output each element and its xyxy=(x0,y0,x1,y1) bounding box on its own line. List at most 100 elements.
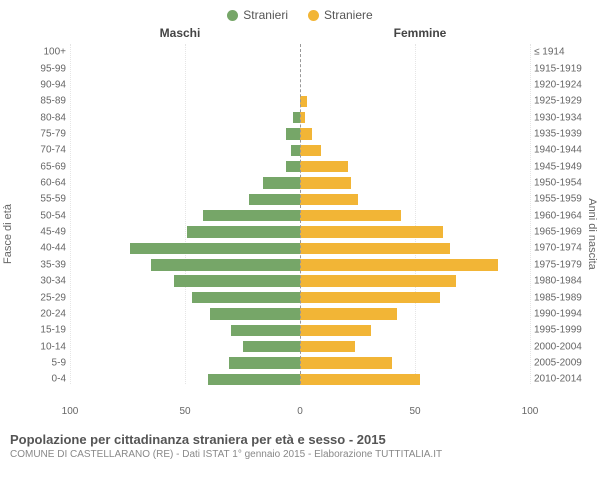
bar-male xyxy=(174,275,301,286)
year-label: 2010-2014 xyxy=(534,374,588,385)
male-half: 0-4 xyxy=(70,371,300,387)
female-half: 1920-1924 xyxy=(300,77,530,93)
year-label: 1995-1999 xyxy=(534,325,588,336)
year-label: 1925-1929 xyxy=(534,96,588,107)
gridline xyxy=(530,44,531,384)
year-label: 1930-1934 xyxy=(534,112,588,123)
x-tick: 100 xyxy=(522,406,539,417)
age-label: 0-4 xyxy=(30,374,66,385)
bar-female xyxy=(300,177,351,188)
bar-female xyxy=(300,259,498,270)
header-female: Femmine xyxy=(300,26,600,40)
female-half: 1940-1944 xyxy=(300,142,530,158)
year-label: 1970-1974 xyxy=(534,243,588,254)
female-half: 1975-1979 xyxy=(300,257,530,273)
age-label: 75-79 xyxy=(30,128,66,139)
male-half: 5-9 xyxy=(70,355,300,371)
age-label: 40-44 xyxy=(30,243,66,254)
footer-title: Popolazione per cittadinanza straniera p… xyxy=(10,432,590,447)
bar-female xyxy=(300,357,392,368)
male-half: 90-94 xyxy=(70,77,300,93)
male-half: 25-29 xyxy=(70,289,300,305)
female-half: 1925-1929 xyxy=(300,93,530,109)
x-tick: 0 xyxy=(297,406,303,417)
footer-subtitle: COMUNE DI CASTELLARANO (RE) - Dati ISTAT… xyxy=(10,449,590,460)
bar-female xyxy=(300,308,397,319)
year-label: ≤ 1914 xyxy=(534,47,588,58)
male-half: 60-64 xyxy=(70,175,300,191)
legend-label-male: Stranieri xyxy=(243,8,288,22)
year-label: 2005-2009 xyxy=(534,358,588,369)
age-label: 50-54 xyxy=(30,210,66,221)
male-half: 95-99 xyxy=(70,60,300,76)
year-label: 1945-1949 xyxy=(534,161,588,172)
female-half: 1945-1949 xyxy=(300,159,530,175)
x-axis: 10050050100 xyxy=(70,404,530,424)
male-half: 30-34 xyxy=(70,273,300,289)
year-label: 2000-2004 xyxy=(534,341,588,352)
bar-female xyxy=(300,96,307,107)
chart-area: Fasce di età Anni di nascita 100+≤ 19149… xyxy=(0,44,600,424)
year-label: 1950-1954 xyxy=(534,178,588,189)
year-label: 1940-1944 xyxy=(534,145,588,156)
bar-male xyxy=(263,177,300,188)
female-half: 1980-1984 xyxy=(300,273,530,289)
male-half: 35-39 xyxy=(70,257,300,273)
bar-male xyxy=(203,210,300,221)
bar-male xyxy=(151,259,301,270)
x-tick: 100 xyxy=(62,406,79,417)
female-half: 1965-1969 xyxy=(300,224,530,240)
bar-female xyxy=(300,194,358,205)
male-half: 70-74 xyxy=(70,142,300,158)
swatch-male xyxy=(227,10,238,21)
bar-female xyxy=(300,341,355,352)
x-tick: 50 xyxy=(409,406,420,417)
header-male: Maschi xyxy=(0,26,300,40)
year-label: 1975-1979 xyxy=(534,259,588,270)
bar-female xyxy=(300,325,371,336)
age-label: 35-39 xyxy=(30,259,66,270)
male-half: 55-59 xyxy=(70,191,300,207)
female-half: 2005-2009 xyxy=(300,355,530,371)
bar-female xyxy=(300,243,450,254)
age-label: 15-19 xyxy=(30,325,66,336)
male-half: 20-24 xyxy=(70,306,300,322)
female-half: 1990-1994 xyxy=(300,306,530,322)
year-label: 1990-1994 xyxy=(534,308,588,319)
female-half: 1915-1919 xyxy=(300,60,530,76)
bar-female xyxy=(300,145,321,156)
male-half: 45-49 xyxy=(70,224,300,240)
bar-male xyxy=(130,243,300,254)
age-label: 10-14 xyxy=(30,341,66,352)
female-half: 1985-1989 xyxy=(300,289,530,305)
bar-female xyxy=(300,128,312,139)
male-half: 65-69 xyxy=(70,159,300,175)
age-label: 90-94 xyxy=(30,79,66,90)
female-half: 1950-1954 xyxy=(300,175,530,191)
male-half: 100+ xyxy=(70,44,300,60)
female-half: 1995-1999 xyxy=(300,322,530,338)
male-half: 80-84 xyxy=(70,109,300,125)
age-label: 45-49 xyxy=(30,227,66,238)
male-half: 15-19 xyxy=(70,322,300,338)
bar-male xyxy=(210,308,300,319)
year-label: 1965-1969 xyxy=(534,227,588,238)
age-label: 55-59 xyxy=(30,194,66,205)
year-label: 1960-1964 xyxy=(534,210,588,221)
x-tick: 50 xyxy=(179,406,190,417)
legend-label-female: Straniere xyxy=(324,8,373,22)
bar-female xyxy=(300,275,456,286)
bar-male xyxy=(243,341,301,352)
female-half: 1955-1959 xyxy=(300,191,530,207)
female-half: ≤ 1914 xyxy=(300,44,530,60)
female-half: 1960-1964 xyxy=(300,208,530,224)
column-headers: Maschi Femmine xyxy=(0,26,600,40)
swatch-female xyxy=(308,10,319,21)
plot-area: 100+≤ 191495-991915-191990-941920-192485… xyxy=(70,44,530,404)
year-label: 1955-1959 xyxy=(534,194,588,205)
legend: Stranieri Straniere xyxy=(0,0,600,26)
age-label: 95-99 xyxy=(30,63,66,74)
footer: Popolazione per cittadinanza straniera p… xyxy=(0,424,600,460)
bar-female xyxy=(300,210,401,221)
year-label: 1920-1924 xyxy=(534,79,588,90)
